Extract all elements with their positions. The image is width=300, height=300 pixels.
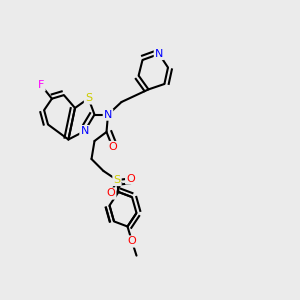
Text: S: S (113, 175, 121, 185)
Text: S: S (85, 93, 92, 103)
Text: F: F (38, 80, 45, 91)
Text: O: O (108, 142, 117, 152)
Text: O: O (128, 236, 136, 247)
Text: O: O (126, 173, 135, 184)
Text: N: N (155, 49, 163, 59)
Text: N: N (104, 110, 112, 120)
Text: N: N (80, 126, 89, 136)
Text: O: O (106, 188, 116, 199)
